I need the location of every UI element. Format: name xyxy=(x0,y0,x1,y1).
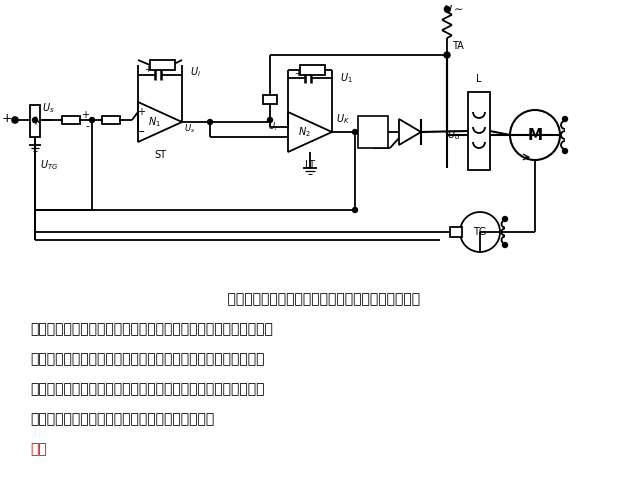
Circle shape xyxy=(444,6,449,11)
Bar xyxy=(450,227,462,237)
Text: −: − xyxy=(136,127,146,137)
Circle shape xyxy=(90,118,95,122)
Polygon shape xyxy=(399,119,421,145)
Bar xyxy=(62,116,80,124)
Text: M: M xyxy=(528,127,543,143)
Circle shape xyxy=(562,148,567,153)
Text: $U_i$: $U_i$ xyxy=(268,121,278,133)
Bar xyxy=(150,60,175,70)
Text: +: + xyxy=(81,110,89,120)
Text: $U_i$: $U_i$ xyxy=(190,65,201,79)
Text: +: + xyxy=(137,107,145,117)
Text: +: + xyxy=(144,66,151,74)
Text: 合后作为电流调节器的输入，再用电流调节器的输出作为晶体管: 合后作为电流调节器的输入，再用电流调节器的输出作为晶体管 xyxy=(30,382,264,396)
Circle shape xyxy=(444,52,450,58)
Text: +: + xyxy=(1,112,12,124)
Circle shape xyxy=(562,117,567,122)
Circle shape xyxy=(268,118,273,122)
Text: $U_d$: $U_d$ xyxy=(447,128,460,142)
Text: $U_K$: $U_K$ xyxy=(336,112,350,126)
Circle shape xyxy=(33,118,37,122)
Text: ST: ST xyxy=(154,150,166,160)
Text: 分别调节转速和电流，而将转速调节器的输出和电流反馈信号综: 分别调节转速和电流，而将转速调节器的输出和电流反馈信号综 xyxy=(30,352,264,366)
Text: -: - xyxy=(85,121,89,131)
Text: $U_1$: $U_1$ xyxy=(340,71,353,85)
Text: 系统快速性不好，在速度反馈调节器后，再加人电流反馈调节器，: 系统快速性不好，在速度反馈调节器后，再加人电流反馈调节器， xyxy=(30,322,273,336)
Circle shape xyxy=(502,243,507,247)
Text: $U_s$: $U_s$ xyxy=(184,123,196,135)
Bar xyxy=(102,116,120,124)
Text: $U_{TG}$: $U_{TG}$ xyxy=(40,158,58,172)
Text: $N_2$: $N_2$ xyxy=(298,125,310,139)
Text: 所示为速度与电流双闭环调速系统框图。单闭环调速: 所示为速度与电流双闭环调速系统框图。单闭环调速 xyxy=(210,292,420,306)
Bar xyxy=(468,92,490,170)
Circle shape xyxy=(353,207,358,213)
Text: $U_s$: $U_s$ xyxy=(42,101,54,115)
Circle shape xyxy=(502,217,507,221)
Circle shape xyxy=(12,117,18,123)
Bar xyxy=(358,116,388,148)
Circle shape xyxy=(208,120,213,124)
Bar xyxy=(30,105,40,137)
Text: TA: TA xyxy=(452,41,464,51)
Text: $U\sim$: $U\sim$ xyxy=(443,3,463,15)
Text: TG: TG xyxy=(473,227,487,237)
Text: 触发装置的控制电压，这样就形成了双闭环调速系: 触发装置的控制电压，这样就形成了双闭环调速系 xyxy=(30,412,215,426)
Text: LT: LT xyxy=(305,160,315,170)
Text: L: L xyxy=(476,74,481,84)
Bar xyxy=(300,65,325,75)
Text: 统。: 统。 xyxy=(30,442,47,456)
Text: +: + xyxy=(295,69,302,77)
Circle shape xyxy=(353,129,358,134)
Bar xyxy=(263,95,277,104)
Text: $N_1$: $N_1$ xyxy=(148,115,160,129)
